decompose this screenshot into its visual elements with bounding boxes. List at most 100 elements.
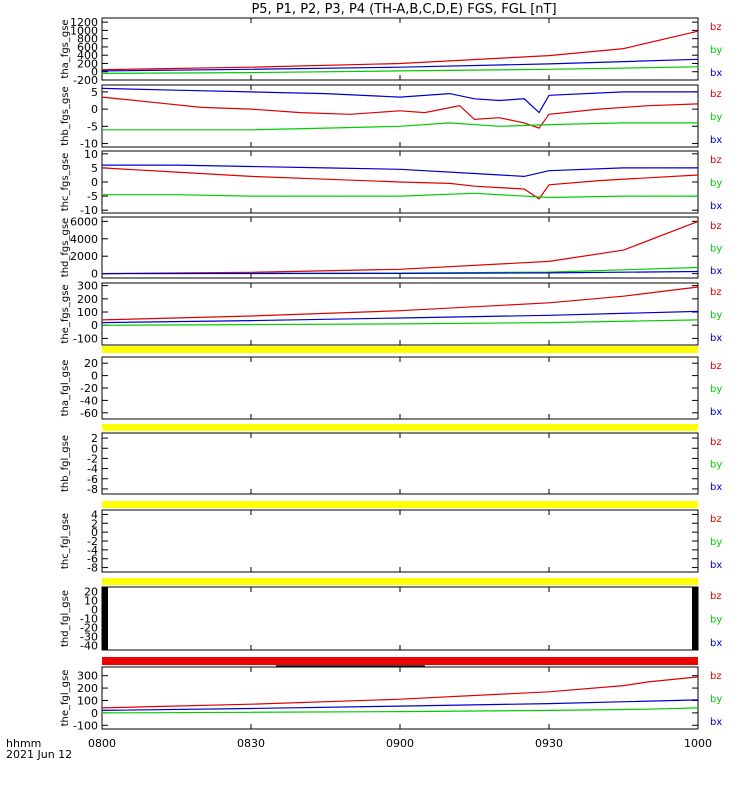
panel-thc_fgl_gse: 420-2-4-6-8 thc_fgl_gse bz by bx [60,501,722,575]
legend-bx: bx [710,717,722,728]
legend-bx: bx [710,68,722,79]
red-quality-flag-bar [102,657,698,665]
y-tick-label: 6000 [70,215,98,228]
y-tick-label: -4 [87,544,98,557]
y-tick-label: -10 [80,204,98,217]
y-tick-label: 4000 [70,233,98,246]
y-axis-label: thd_fgl_gse [60,590,71,647]
legend-bz: bz [710,361,722,372]
panel-frame [101,356,699,420]
panel-frame [101,586,699,651]
series-line-bz [101,30,699,71]
series-line-bx [101,58,699,72]
chart-title: P5, P1, P2, P3, P4 (TH-A,B,C,D,E) FGS, F… [251,2,556,17]
legend-by: by [710,694,722,705]
legend-by: by [710,112,722,123]
legend-by: by [710,384,722,395]
legend-bx: bx [710,482,722,493]
legend-bx: bx [710,266,722,277]
series-line-bz [101,286,699,321]
y-tick-label: -30 [80,631,98,644]
panel-thd_fgs_gse: 6000 4000 2000 0 thd_fgs_gse bz by bx [60,215,722,280]
y-axis-label: tha_fgl_gse [60,360,71,417]
panel-tha_fgl_gse: 200-20-40-60 tha_fgl_gse bz by bx [60,346,722,420]
y-tick-label: 0 [91,526,98,539]
y-tick-label: -4 [87,463,98,476]
y-tick-label: 1200 [70,16,98,29]
y-tick-label: 0 [91,66,98,79]
series-line-by [101,707,699,714]
legend-by: by [710,45,722,56]
y-tick-label: 2000 [70,250,98,263]
x-tick-label: 1000 [684,737,712,750]
y-tick-label: 0 [91,176,98,189]
x-tick-label: 0930 [535,737,563,750]
y-tick-label: -20 [80,622,98,635]
legend-by: by [710,178,722,189]
series-line-bx [101,270,699,275]
y-tick-label: 1000 [70,24,98,37]
y-axis-label: thc_fgl_gse [60,513,71,569]
y-tick-label: -100 [73,719,98,732]
legend-bz: bz [710,514,722,525]
y-tick-label: 0 [91,442,98,455]
y-tick-label: -60 [80,407,98,420]
legend-bz: bz [710,671,722,682]
series-line-by [101,66,699,74]
y-tick-label: 0 [91,707,98,720]
y-tick-label: 10 [84,148,98,161]
series-line-bz [101,96,699,129]
legend-bz: bz [710,89,722,100]
series-line-by [102,122,698,131]
legend-bz: bz [710,22,722,33]
y-tick-label: 20 [84,357,98,370]
y-tick-label: -6 [87,473,98,486]
x-axis: 0800 0830 0900 0930 1000 [88,737,712,750]
legend-bx: bx [710,407,722,418]
y-tick-label: 0 [91,604,98,617]
y-tick-label: -8 [87,483,98,496]
legend-bx: bx [710,201,722,212]
y-tick-label: 10 [84,595,98,608]
y-tick-label: 0 [91,319,98,332]
legend-bx: bx [710,560,722,571]
legend-by: by [710,244,722,255]
legend-by: by [710,460,722,471]
y-tick-label: -100 [73,332,98,345]
panel-frame [101,84,699,148]
y-tick-label: -5 [87,120,98,133]
legend-bx: bx [710,638,722,649]
y-tick-label: 200 [77,293,98,306]
y-tick-label: 800 [77,33,98,46]
series-line-bx [101,87,698,114]
y-tick-label: 5 [91,162,98,175]
series-line-bx [102,164,698,178]
yellow-quality-flag-bar [102,346,698,353]
y-tick-label: -5 [87,190,98,203]
y-tick-label: 5 [91,86,98,99]
date-label: 2021 Jun 12 [6,748,72,761]
series-line-bx [101,699,699,711]
y-axis-label: thb_fgs_gse [60,86,71,145]
x-tick-label: 0900 [386,737,414,750]
legend-bx: bx [710,135,722,146]
series-line-bz [101,676,699,709]
y-tick-label: -8 [87,562,98,575]
time-format-label: hhmm [6,737,41,750]
legend-bx: bx [710,333,722,344]
panel-frame [101,509,699,573]
legend-bz: bz [710,155,722,166]
y-axis-label: thb_fgl_gse [60,435,71,492]
y-tick-label: -200 [73,74,98,87]
y-tick-label: 2 [91,432,98,445]
yellow-quality-flag-bar [102,424,698,431]
legend-bz: bz [710,221,722,232]
y-tick-label: -10 [80,613,98,626]
y-axis-label: thc_fgs_gse [60,153,71,212]
y-tick-label: 20 [84,586,98,599]
legend-bz: bz [710,437,722,448]
